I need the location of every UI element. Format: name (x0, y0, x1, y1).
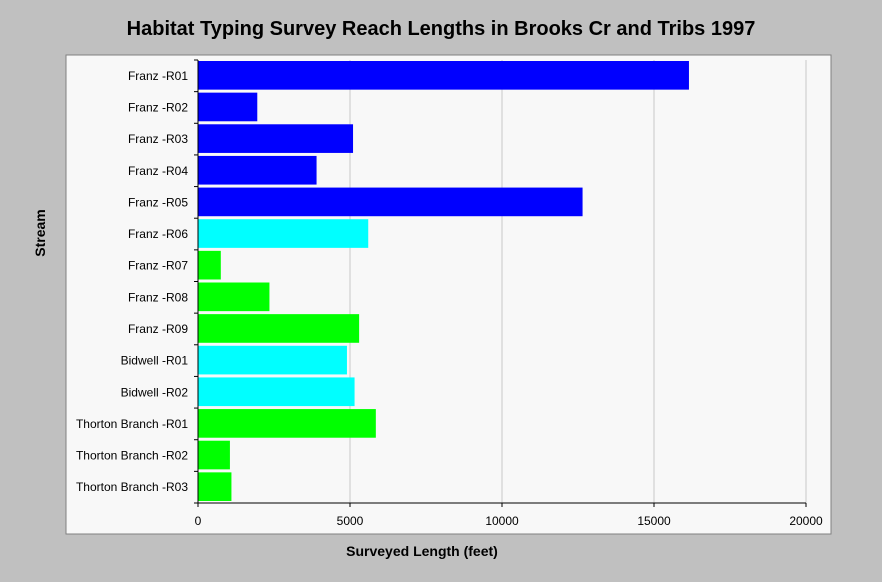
bar (198, 155, 317, 185)
x-tick-label: 5000 (337, 514, 364, 528)
bar (198, 187, 583, 217)
x-tick-label: 10000 (485, 514, 519, 528)
plot-area (65, 54, 832, 535)
bar (198, 345, 347, 375)
bar (198, 472, 232, 501)
y-tick-label: Franz -R08 (128, 290, 188, 304)
x-tick-label: 0 (195, 514, 202, 528)
bar (198, 61, 689, 90)
bar (198, 92, 258, 122)
y-tick-label: Franz -R04 (128, 164, 188, 178)
bar-layer (198, 61, 689, 501)
y-tick-label: Bidwell -R02 (121, 385, 189, 399)
y-tick-label: Thorton Branch -R02 (76, 449, 188, 463)
x-tick-label: 15000 (637, 514, 671, 528)
y-tick-label: Franz -R06 (128, 227, 188, 241)
bar (198, 314, 360, 343)
x-tick-label: 20000 (789, 514, 823, 528)
bar (198, 377, 355, 407)
y-tick-label: Franz -R07 (128, 259, 188, 273)
y-tick-label: Franz -R01 (128, 69, 188, 83)
y-tick-label: Franz -R03 (128, 132, 188, 146)
y-tick-label: Franz -R09 (128, 322, 188, 336)
chart-title: Habitat Typing Survey Reach Lengths in B… (126, 18, 756, 40)
bar (198, 250, 221, 280)
bar (198, 219, 369, 248)
y-tick-label: Franz -R05 (128, 195, 188, 209)
y-tick-label: Bidwell -R01 (121, 354, 189, 368)
x-axis-label: Surveyed Length (feet) (346, 543, 498, 559)
bar (198, 124, 354, 153)
bar (198, 409, 376, 438)
y-tick-label: Thorton Branch -R03 (76, 480, 188, 494)
label-layer: 0 5000 10000 15000 20000 Franz -R01 Franz -R02… (76, 69, 823, 528)
axis-layer (194, 59, 807, 507)
y-tick-label: Franz -R02 (128, 100, 188, 114)
y-tick-label: Thorton Branch -R01 (76, 417, 188, 431)
bar (198, 440, 230, 470)
bar (198, 282, 270, 312)
